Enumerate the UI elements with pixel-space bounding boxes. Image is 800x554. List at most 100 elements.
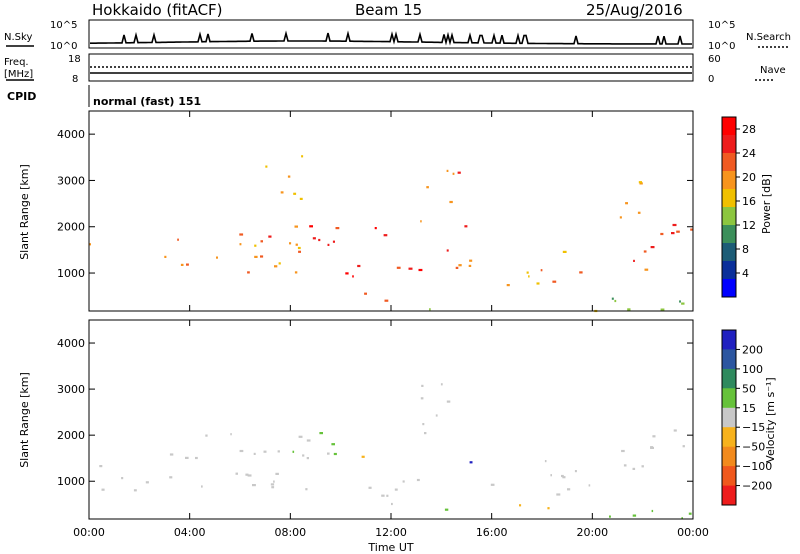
velocity-echo-cell <box>556 493 561 496</box>
power-colorbar-tick-label: 20 <box>742 171 756 184</box>
power-echo-cell <box>294 225 298 228</box>
power-echo-cell <box>312 237 316 240</box>
freq-label: Freq. <box>4 57 29 68</box>
velocity-echo-cell <box>327 452 330 455</box>
power-panel: 1000 2000 3000 4000 Slant Range [km] 4 8 12 16… <box>18 110 773 313</box>
power-echo-cell <box>681 302 685 305</box>
power-echo-cell <box>357 264 361 268</box>
velocity-echo-cell <box>567 488 571 491</box>
power-echo-cell <box>287 175 291 178</box>
power-echo-cell <box>297 246 301 250</box>
power-echo-cell <box>469 259 473 262</box>
power-colorbar-tick-label: 4 <box>742 267 749 280</box>
power-echo-cell <box>638 181 642 184</box>
power-echo-cell <box>295 243 298 246</box>
power-echo-cell <box>639 182 643 185</box>
power-echo-cell <box>268 235 272 238</box>
power-echo-cell <box>540 269 543 272</box>
power-echo-cell <box>614 299 617 303</box>
velocity-colorbar-tick-label: 100 <box>742 363 763 376</box>
power-echo-cell <box>457 171 461 174</box>
velocity-echo-cell <box>562 476 566 479</box>
velocity-echo-cell <box>416 478 420 482</box>
power-echo-cell <box>216 256 218 259</box>
power-y-tick-label: 2000 <box>57 221 85 234</box>
power-echo-cell <box>506 284 510 287</box>
power-echo-cell <box>327 243 330 246</box>
power-echo-cell <box>374 227 377 230</box>
velocity-y-ticks: 1000 2000 3000 4000 <box>57 337 693 488</box>
power-echo-cell <box>426 186 429 189</box>
power-echo-cell <box>660 232 664 236</box>
power-echo-cell <box>660 308 665 311</box>
power-echoes <box>89 155 694 313</box>
power-echo-cell <box>89 243 91 246</box>
velocity-echo-cell <box>306 457 309 460</box>
power-echo-cell <box>552 280 557 283</box>
power-echo-cell <box>627 308 631 311</box>
power-echo-cell <box>464 225 468 228</box>
power-echo-cell <box>611 297 614 300</box>
power-echo-cell <box>528 275 530 278</box>
velocity-echo-cell <box>145 481 149 484</box>
velocity-echo-cell <box>253 452 256 455</box>
power-colorbar-swatch <box>722 117 736 136</box>
velocity-echo-cell <box>169 476 173 479</box>
velocity-echo-cell <box>420 397 424 400</box>
power-colorbar-swatch <box>722 207 736 226</box>
velocity-colorbar-tick-label: −50 <box>742 441 765 454</box>
velocity-echo-cell <box>230 433 232 436</box>
velocity-echo-cell <box>421 384 424 387</box>
velocity-echo-cell <box>252 484 256 487</box>
power-echo-cell <box>309 225 313 228</box>
power-echo-cell <box>468 264 472 267</box>
power-colorbar-tick-label: 8 <box>742 243 749 256</box>
power-echo-cell <box>335 227 340 230</box>
power-echo-cell <box>458 264 462 267</box>
power-echo-cell <box>301 155 304 158</box>
power-echo-cell <box>383 234 388 237</box>
velocity-echo-cell <box>333 452 337 456</box>
nsearch-tick-top: 10^5 <box>708 20 735 31</box>
velocity-echo-cell <box>621 449 625 453</box>
velocity-echo-cell <box>681 517 683 520</box>
power-colorbar-tick-label: 28 <box>742 123 756 136</box>
power-y-ticks: 1000 2000 3000 4000 <box>57 128 693 280</box>
cpid-text: normal (fast) 151 <box>93 95 201 108</box>
velocity-echo-cell <box>632 514 637 517</box>
velocity-colorbar-frame <box>721 329 737 506</box>
power-echo-cell <box>619 216 622 219</box>
power-echo-cell <box>625 202 628 205</box>
power-echo-cell <box>293 192 297 195</box>
velocity-echo-cell <box>245 473 249 476</box>
power-echo-cell <box>679 300 681 303</box>
power-echo-cell <box>446 169 449 172</box>
velocity-echo-cell <box>394 488 398 491</box>
velocity-echo-cell <box>101 488 105 491</box>
power-echo-cell <box>177 238 179 241</box>
power-colorbar-tick-label: 16 <box>742 195 756 208</box>
power-colorbar-swatch <box>722 153 736 172</box>
power-echo-cell <box>260 240 263 243</box>
velocity-echo-cell <box>205 434 208 437</box>
beam-title: Beam 15 <box>355 1 422 19</box>
power-echo-cell <box>239 233 244 236</box>
velocity-colorbar: 200 100 50 15 −15 −50 −100 −200 <box>721 329 772 506</box>
velocity-y-tick-label: 1000 <box>57 475 85 488</box>
velocity-echo-cell <box>641 465 644 468</box>
power-echo-cell <box>298 250 301 253</box>
power-echo-cell <box>536 282 540 285</box>
velocity-echo-cell <box>435 414 438 417</box>
velocity-echo-cell <box>247 474 252 477</box>
nave-tick-top: 60 <box>708 54 721 65</box>
time-tick-label: 00:00 <box>677 526 709 539</box>
velocity-echo-cell <box>99 465 103 468</box>
power-colorbar-swatch <box>722 243 736 262</box>
velocity-echo-cell <box>422 423 425 426</box>
nave-tick-bottom: 0 <box>708 74 714 85</box>
power-echo-cell <box>449 200 453 204</box>
velocity-echo-cell <box>673 429 677 432</box>
power-colorbar-swatch <box>722 135 736 154</box>
power-echo-cell <box>239 243 242 246</box>
power-y-tick-label: 3000 <box>57 174 85 187</box>
